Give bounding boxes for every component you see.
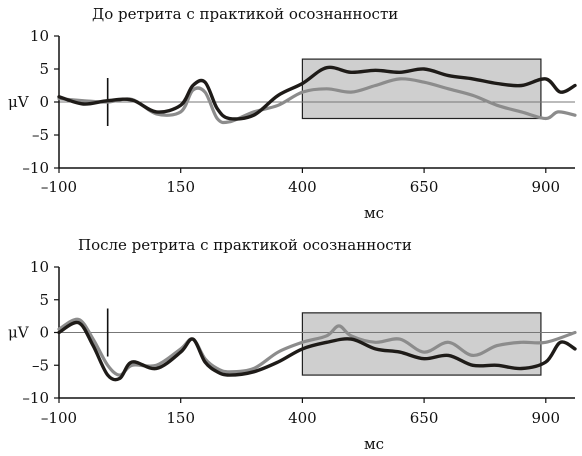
y-tick-label: 0 <box>39 324 49 342</box>
chart-title: После ретрита с практикой осознанности <box>78 236 412 254</box>
y-tick-label: 5 <box>39 60 49 78</box>
x-axis-label: мс <box>364 204 384 222</box>
x-tick-label: 400 <box>288 409 317 427</box>
x-tick-label: 150 <box>166 178 195 196</box>
y-tick-label: –10 <box>22 389 49 407</box>
y-tick-label: 0 <box>39 93 49 111</box>
x-tick-label: 900 <box>531 178 560 196</box>
x-axis-label: мс <box>364 435 384 453</box>
series-line-black <box>57 65 577 121</box>
x-tick-label: 650 <box>410 409 439 427</box>
y-tick-label: 10 <box>30 27 49 45</box>
x-tick-label: –100 <box>41 409 77 427</box>
y-axis-label: μV <box>8 324 30 342</box>
x-tick-label: 400 <box>288 178 317 196</box>
chart-panel-before-retreat: До ретрита с практикой осознанности 10 5 0 –… <box>8 5 577 222</box>
y-tick-label: –5 <box>32 126 49 144</box>
x-tick-label: 150 <box>166 409 195 427</box>
chart-panel-after-retreat: После ретрита с практикой осознанности 10… <box>8 236 577 453</box>
y-tick-label: –5 <box>32 356 49 374</box>
x-tick-label: –100 <box>41 178 77 196</box>
x-tick-label: 900 <box>531 409 560 427</box>
series-line-black <box>57 320 577 382</box>
x-tick-label: 650 <box>410 178 439 196</box>
y-tick-label: 10 <box>30 258 49 276</box>
y-tick-label: –10 <box>22 159 49 177</box>
series-line-gray <box>57 77 577 125</box>
y-axis-label: μV <box>8 93 30 111</box>
chart-title: До ретрита с практикой осознанности <box>92 5 398 23</box>
y-tick-label: 5 <box>39 291 49 309</box>
